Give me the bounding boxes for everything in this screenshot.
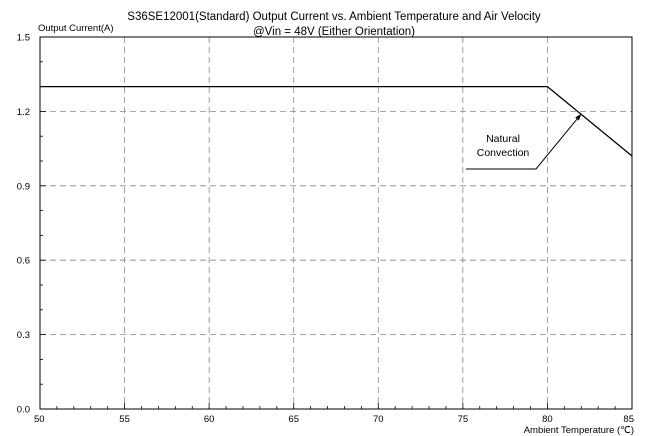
x-tick-label: 60 — [204, 414, 215, 425]
x-tick-labels: 50 55 60 65 70 75 80 85 — [34, 414, 634, 425]
y-axis-label: Output Current(A) — [38, 23, 114, 34]
y-tick-label: 0.9 — [17, 181, 30, 192]
series-line — [40, 85, 633, 157]
x-tick-label: 80 — [542, 414, 553, 425]
x-axis-label: Ambient Temperature (℃) — [524, 425, 634, 436]
y-tick-label: 0.0 — [17, 405, 30, 416]
y-tick-label: 1.5 — [17, 33, 30, 44]
x-tick-label: 50 — [34, 414, 45, 425]
annotation-arrowhead — [575, 113, 582, 121]
y-tick-label: 1.2 — [17, 107, 30, 118]
x-tick-label: 55 — [119, 414, 130, 425]
plot-frame — [39, 36, 633, 410]
grid-lines — [40, 37, 632, 409]
y-tick-labels: 0.0 0.3 0.6 0.9 1.2 1.5 — [17, 33, 30, 416]
annotation-leader-line — [466, 113, 582, 170]
y-tick-label: 0.6 — [17, 256, 30, 267]
chart-subtitle: @Vin = 48V (Either Orientation) — [253, 26, 415, 38]
x-tick-label: 85 — [623, 414, 634, 425]
annotation-text-line: Convection — [477, 147, 530, 159]
x-tick-label: 65 — [288, 414, 299, 425]
axis-ticks — [39, 36, 633, 410]
chart-title: S36SE12001(Standard) Output Current vs. … — [127, 11, 541, 23]
annotation-text-line: Natural — [486, 133, 520, 145]
x-tick-label: 70 — [373, 414, 384, 425]
series-lines — [40, 85, 633, 157]
y-tick-label: 0.3 — [17, 330, 30, 341]
x-tick-label: 75 — [458, 414, 469, 425]
annotation-natural-convection: Natural Convection — [466, 113, 582, 170]
